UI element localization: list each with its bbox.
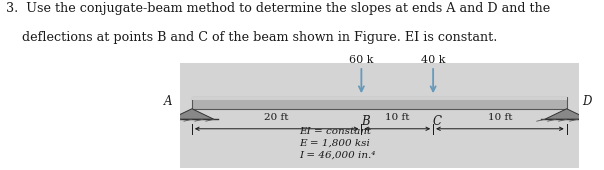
Text: deflections at points B and C of the beam shown in Figure. EI is constant.: deflections at points B and C of the bea…: [6, 31, 498, 44]
Text: 40 k: 40 k: [421, 55, 445, 65]
Polygon shape: [545, 109, 588, 119]
Text: B: B: [361, 115, 370, 128]
Polygon shape: [170, 109, 214, 119]
Text: EI = constant: EI = constant: [300, 127, 371, 136]
Text: I = 46,000 in.⁴: I = 46,000 in.⁴: [300, 151, 376, 160]
Bar: [192, 97, 567, 100]
Text: 60 k: 60 k: [349, 55, 374, 65]
Text: 10 ft: 10 ft: [487, 113, 512, 122]
Text: 3.  Use the conjugate-beam method to determine the slopes at ends A and D and th: 3. Use the conjugate-beam method to dete…: [6, 2, 550, 15]
Text: C: C: [432, 115, 442, 128]
Text: 10 ft: 10 ft: [385, 113, 410, 122]
Text: 20 ft: 20 ft: [265, 113, 289, 122]
Bar: [192, 97, 567, 109]
Text: E = 1,800 ksi: E = 1,800 ksi: [300, 139, 370, 148]
Text: D: D: [583, 95, 592, 108]
Text: A: A: [164, 95, 172, 108]
